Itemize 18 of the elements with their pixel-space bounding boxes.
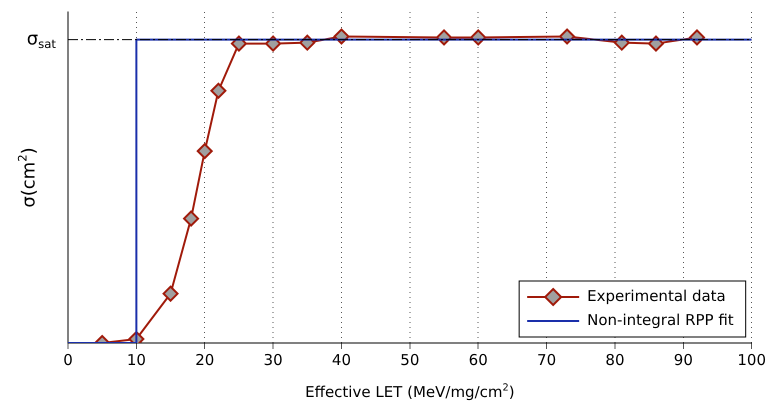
point	[162, 286, 179, 302]
x-tick-label: 20	[195, 350, 214, 369]
point	[196, 143, 213, 160]
x-tick-label: 10	[126, 350, 146, 369]
x-tick-label: 40	[332, 350, 352, 369]
legend-label: Experimental data	[587, 286, 726, 305]
x-tick-label: 50	[400, 350, 420, 369]
y-axis-title: σ(cm2)	[16, 147, 40, 208]
x-tick-label: 80	[605, 350, 624, 369]
x-tick-label: 60	[468, 350, 488, 369]
x-tick-label: 0	[63, 350, 73, 369]
x-tick-label: 70	[537, 350, 556, 369]
x-tick-label: 100	[737, 350, 766, 369]
point	[183, 210, 200, 227]
x-tick-label: 90	[674, 350, 693, 369]
x-tick-label: 30	[264, 350, 283, 369]
legend-label: Non-integral RPP fit	[587, 310, 734, 329]
point	[210, 82, 226, 99]
